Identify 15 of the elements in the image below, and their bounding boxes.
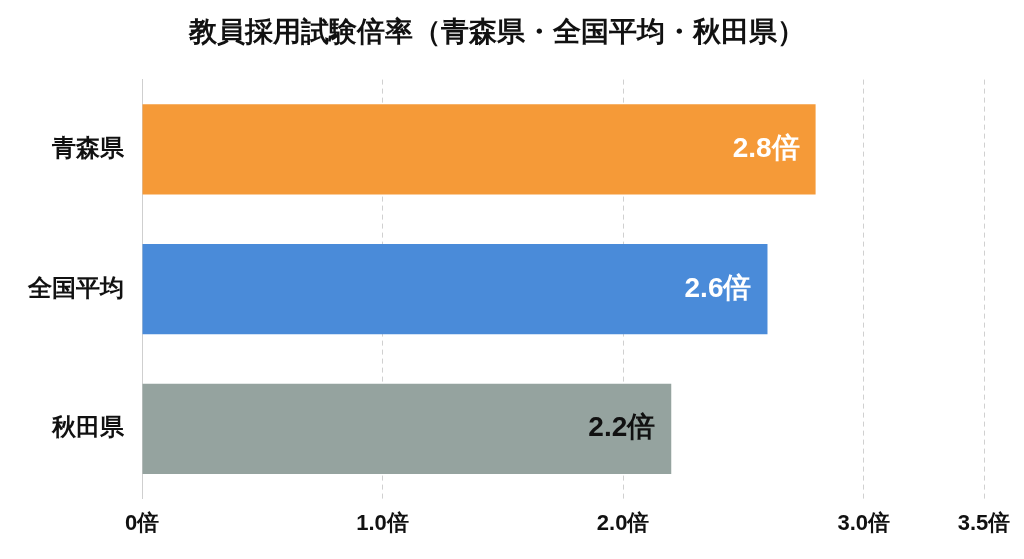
y-tick-label: 青森県: [51, 134, 125, 162]
bar: [142, 383, 672, 474]
bar: [142, 243, 768, 335]
data-label: 2.8倍: [732, 132, 800, 164]
x-tick-label: 3.0倍: [837, 509, 891, 535]
x-tick-label: 1.0倍: [356, 509, 409, 535]
chart-title: 教員採用試験倍率（青森県・全国平均・秋田県）: [188, 15, 805, 47]
y-tick-label: 秋田県: [51, 413, 125, 441]
x-tick-label: 0倍: [124, 509, 160, 535]
data-label: 2.2倍: [588, 411, 656, 443]
x-tick-label: 2.0倍: [596, 509, 650, 535]
bar: [142, 104, 816, 195]
data-label: 2.6倍: [684, 271, 752, 303]
y-tick-label: 全国平均: [27, 273, 124, 301]
x-tick-label: 3.5倍: [957, 509, 1011, 535]
